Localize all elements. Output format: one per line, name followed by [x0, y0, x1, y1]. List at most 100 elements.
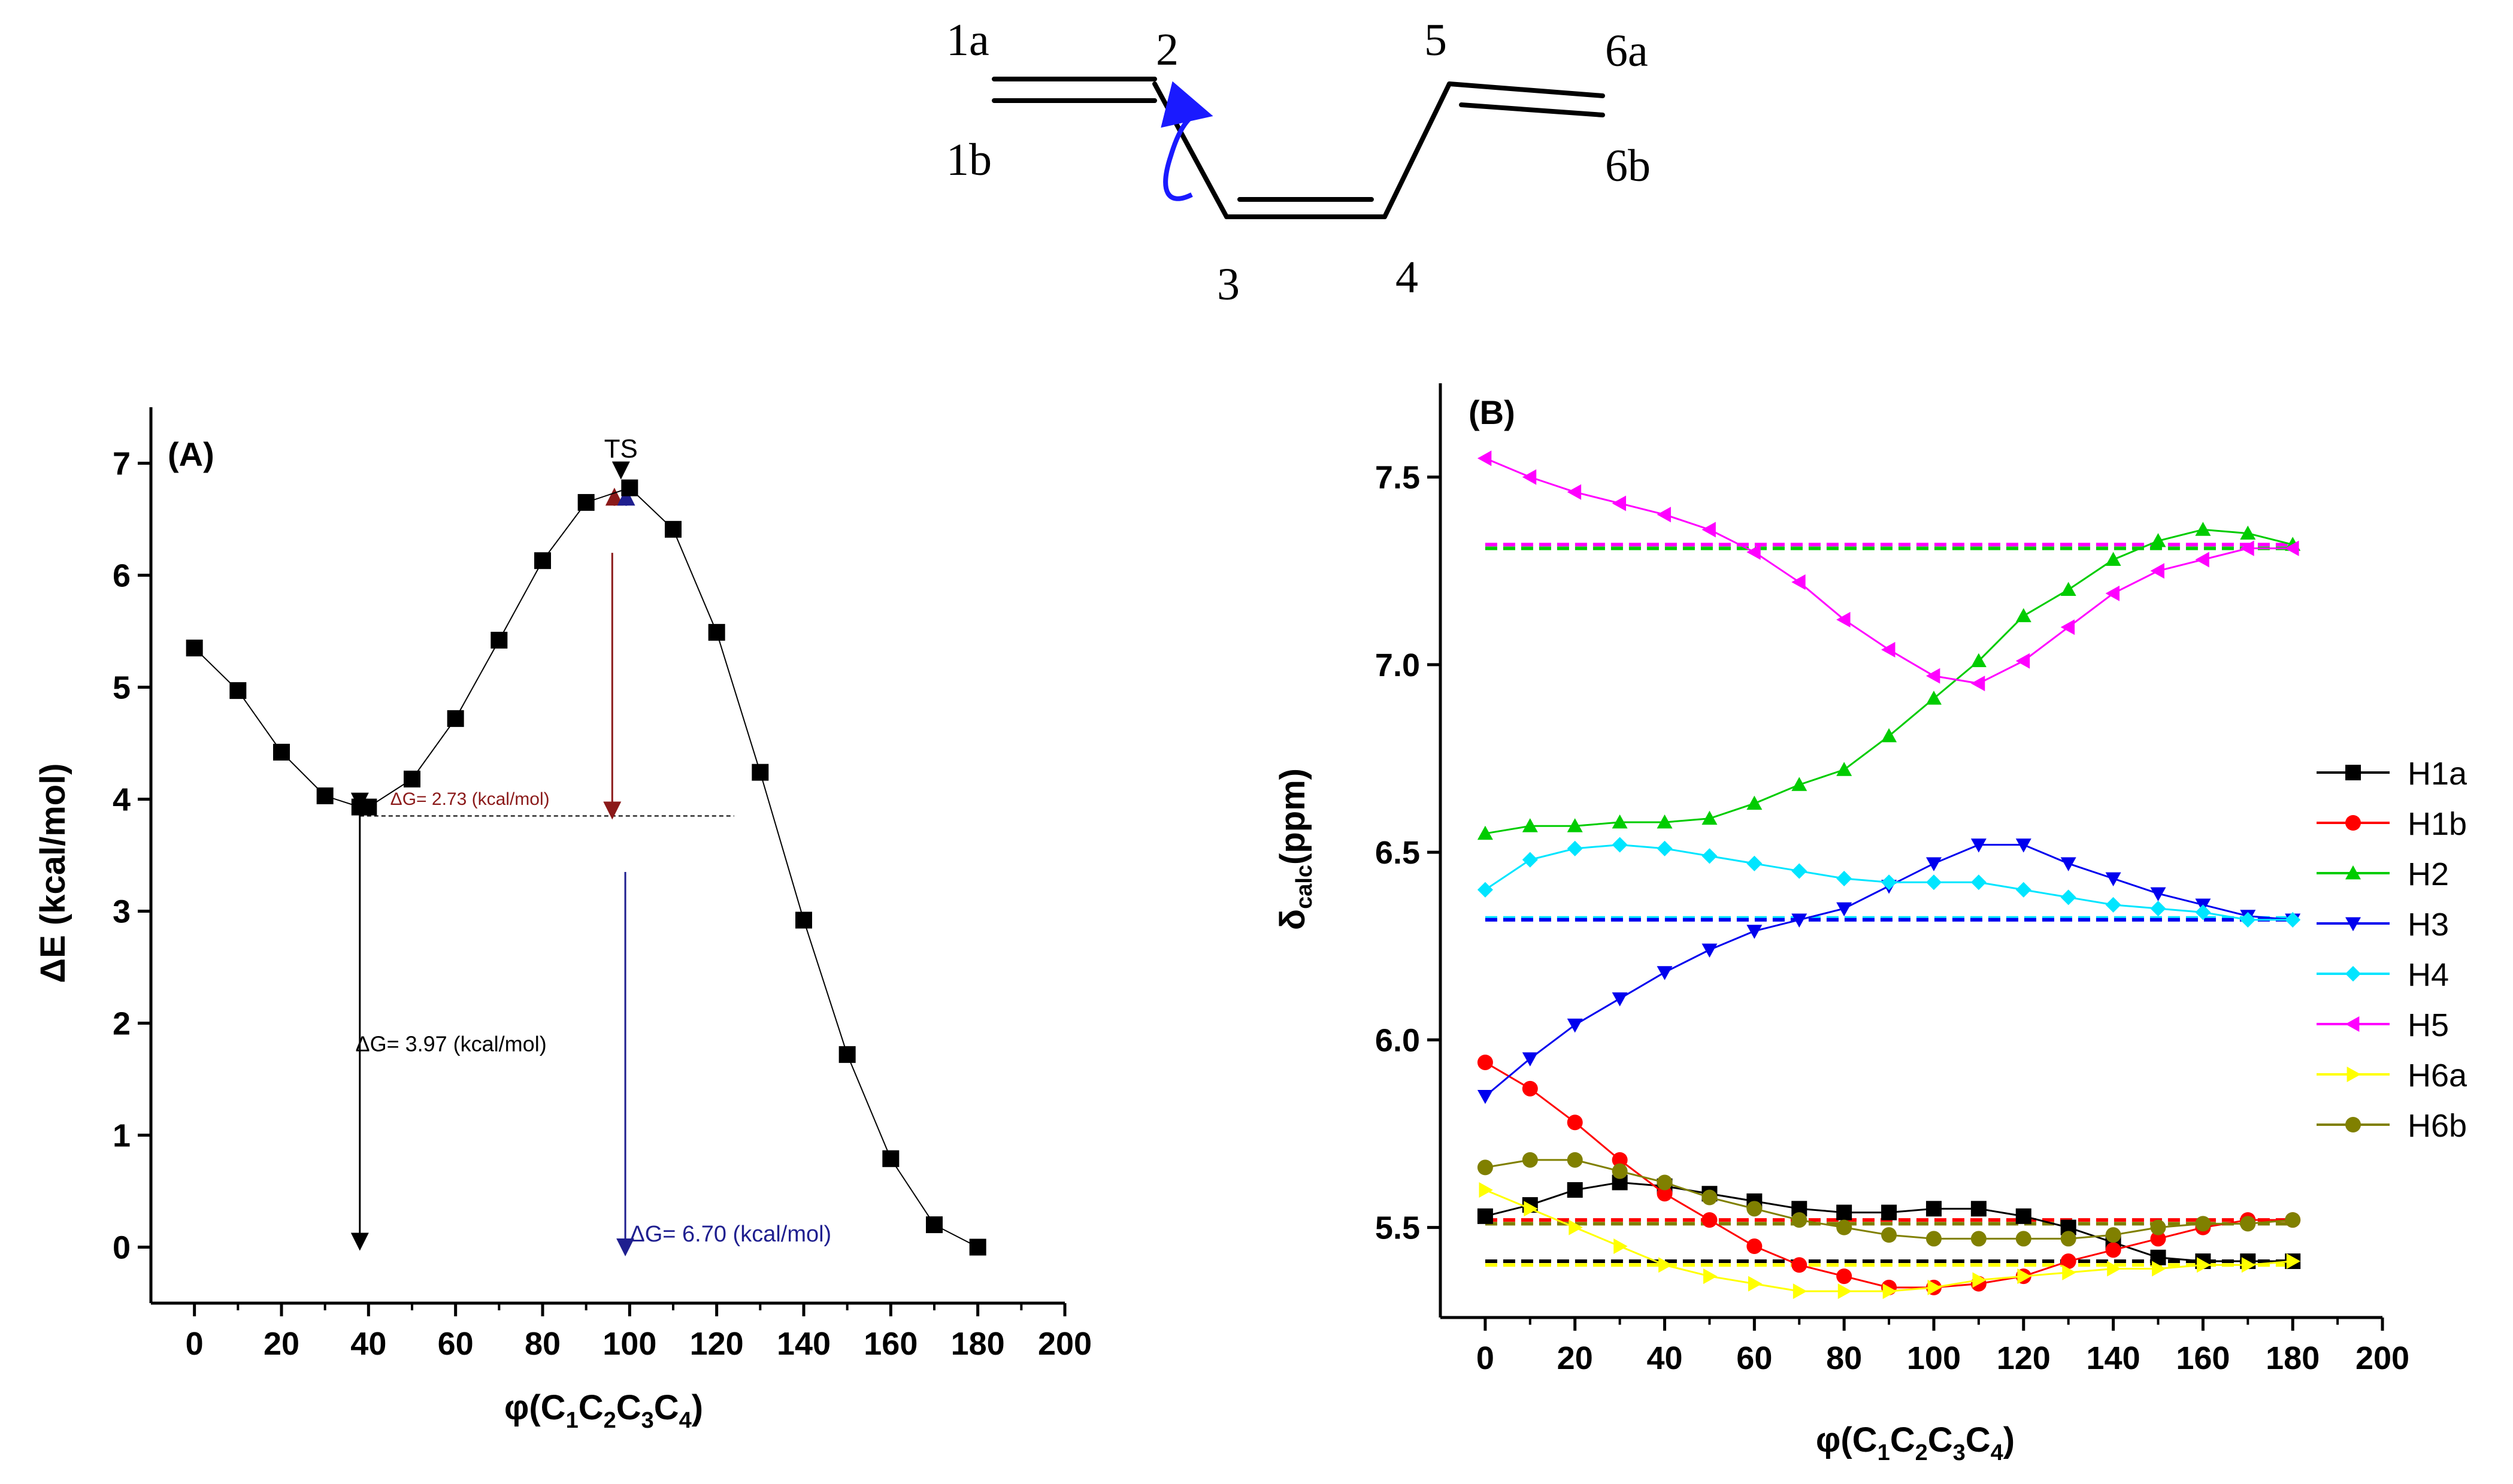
x-tick-label: 120 [690, 1326, 744, 1362]
x-tick-label: 20 [1557, 1340, 1593, 1376]
data-point [2152, 1261, 2166, 1277]
x-tick-label: 0 [1476, 1340, 1494, 1376]
label-c6a: 6a [1605, 26, 1648, 76]
data-point [2015, 653, 2030, 669]
series-h5 [1477, 450, 2299, 692]
data-point [1657, 1186, 1673, 1202]
data-point [708, 623, 725, 641]
data-point [838, 1046, 856, 1063]
bond-c1-c2-double [992, 77, 1157, 103]
legend-swatch-marker [2345, 865, 2361, 880]
x-tick-label: 180 [2266, 1340, 2320, 1376]
data-point [1567, 1182, 1583, 1198]
data-point [2286, 1253, 2301, 1270]
data-point [1927, 1279, 1942, 1295]
data-point [1746, 1201, 1763, 1217]
rotation-arrow-icon [1161, 81, 1213, 201]
data-point [1477, 1089, 1493, 1104]
data-point [1791, 863, 1807, 879]
data-point [2017, 1268, 2031, 1285]
data-point [1837, 1283, 1852, 1300]
data-point [1567, 1018, 1583, 1033]
bond-c4-c5 [1382, 81, 1452, 219]
data-point [1657, 814, 1673, 829]
legend-label: H3 [2408, 907, 2449, 943]
series-h6b [1477, 1152, 2301, 1247]
x-tick-label: 140 [777, 1326, 831, 1362]
data-point [1657, 966, 1673, 980]
data-point [1477, 1208, 1493, 1224]
legend-label: H1b [2408, 806, 2467, 842]
data-point [316, 787, 334, 804]
x-tick-label: 100 [1907, 1340, 1961, 1376]
x-tick-label: 200 [1038, 1326, 1092, 1362]
data-point [1836, 870, 1852, 886]
data-point [1836, 1204, 1852, 1220]
data-point [2105, 552, 2121, 566]
bond-c3-c4-double [1224, 197, 1387, 219]
legend-label: H2 [2408, 856, 2449, 892]
y-tick-label: 6 [113, 558, 131, 594]
x-axis-label: φ(C1C2C3C4) [504, 1388, 703, 1433]
data-point [2060, 889, 2076, 905]
x-tick-label: 120 [1997, 1340, 2051, 1376]
data-point [229, 682, 247, 699]
legend-swatch-marker [2345, 1016, 2360, 1032]
y-axis-label: ΔE (kcal/mol) [34, 763, 72, 983]
legend-label: H6b [2408, 1108, 2467, 1144]
legend-swatch-marker [2345, 1117, 2361, 1132]
data-point [1477, 825, 1493, 840]
data-point [621, 479, 638, 496]
data-point [1567, 1152, 1583, 1168]
data-point [2105, 1227, 2121, 1243]
data-point [1836, 1268, 1852, 1285]
data-point [2150, 1231, 2166, 1247]
x-axis-label: φ(C1C2C3C4) [1816, 1421, 2015, 1465]
legend: H1a H1b H2 H3 H4 H5 H6a H6b [2317, 756, 2467, 1144]
data-point [1791, 1212, 1807, 1228]
annotation-label: ΔG= 2.73 (kcal/mol) [390, 789, 550, 809]
data-point [2015, 1208, 2031, 1224]
data-point [1612, 814, 1628, 829]
data-point [1925, 1201, 1942, 1217]
data-point [1970, 838, 1987, 853]
x-tick-label: 60 [438, 1326, 474, 1362]
y-tick-label: 7 [113, 446, 131, 482]
label-c1a: 1a [946, 15, 989, 65]
panel-label-a: (A) [168, 435, 214, 473]
label-c6b: 6b [1605, 141, 1651, 191]
series-h4 [1477, 837, 2301, 928]
annotations: TS ΔG= 2.73 (kcal/mol) ΔG= 3.97 (kcal/mol)… [356, 434, 832, 1247]
data-point [1524, 1201, 1538, 1217]
x-tick-label: 40 [1646, 1340, 1682, 1376]
data-point [2285, 540, 2299, 556]
legend-swatch-marker [2345, 917, 2361, 931]
data-point [2150, 1219, 2166, 1235]
data-point [1701, 522, 1716, 538]
data-point [2105, 897, 2121, 913]
data-point [1522, 818, 1538, 832]
label-c1b: 1b [946, 135, 992, 185]
data-point [2060, 582, 2076, 596]
data-point [1522, 1052, 1538, 1067]
data-point [1612, 1152, 1628, 1168]
chart-panel-b: 0 20 40 60 80 100 120 140 160 180 200 5.5 6.0 6.5 7.0 7… [1273, 383, 2467, 1465]
data-point [1746, 1238, 1763, 1254]
data-point [1925, 874, 1942, 891]
series-points [186, 479, 986, 1256]
data-point [1477, 1054, 1493, 1070]
legend-label: H1a [2408, 756, 2467, 792]
data-point [1612, 495, 1627, 511]
legend-label: H6a [2408, 1058, 2467, 1094]
legend-swatch-marker [2345, 765, 2361, 780]
data-point [2150, 563, 2164, 579]
data-point [2060, 1253, 2076, 1270]
data-point [1657, 507, 1671, 523]
y-tick-label: 7.0 [1375, 647, 1420, 683]
annotation-label: TS [604, 434, 638, 464]
bond-c5-c6-double [1447, 81, 1605, 117]
data-point [2240, 1216, 2256, 1232]
data-point [1522, 1152, 1538, 1168]
data-point [2240, 525, 2256, 540]
